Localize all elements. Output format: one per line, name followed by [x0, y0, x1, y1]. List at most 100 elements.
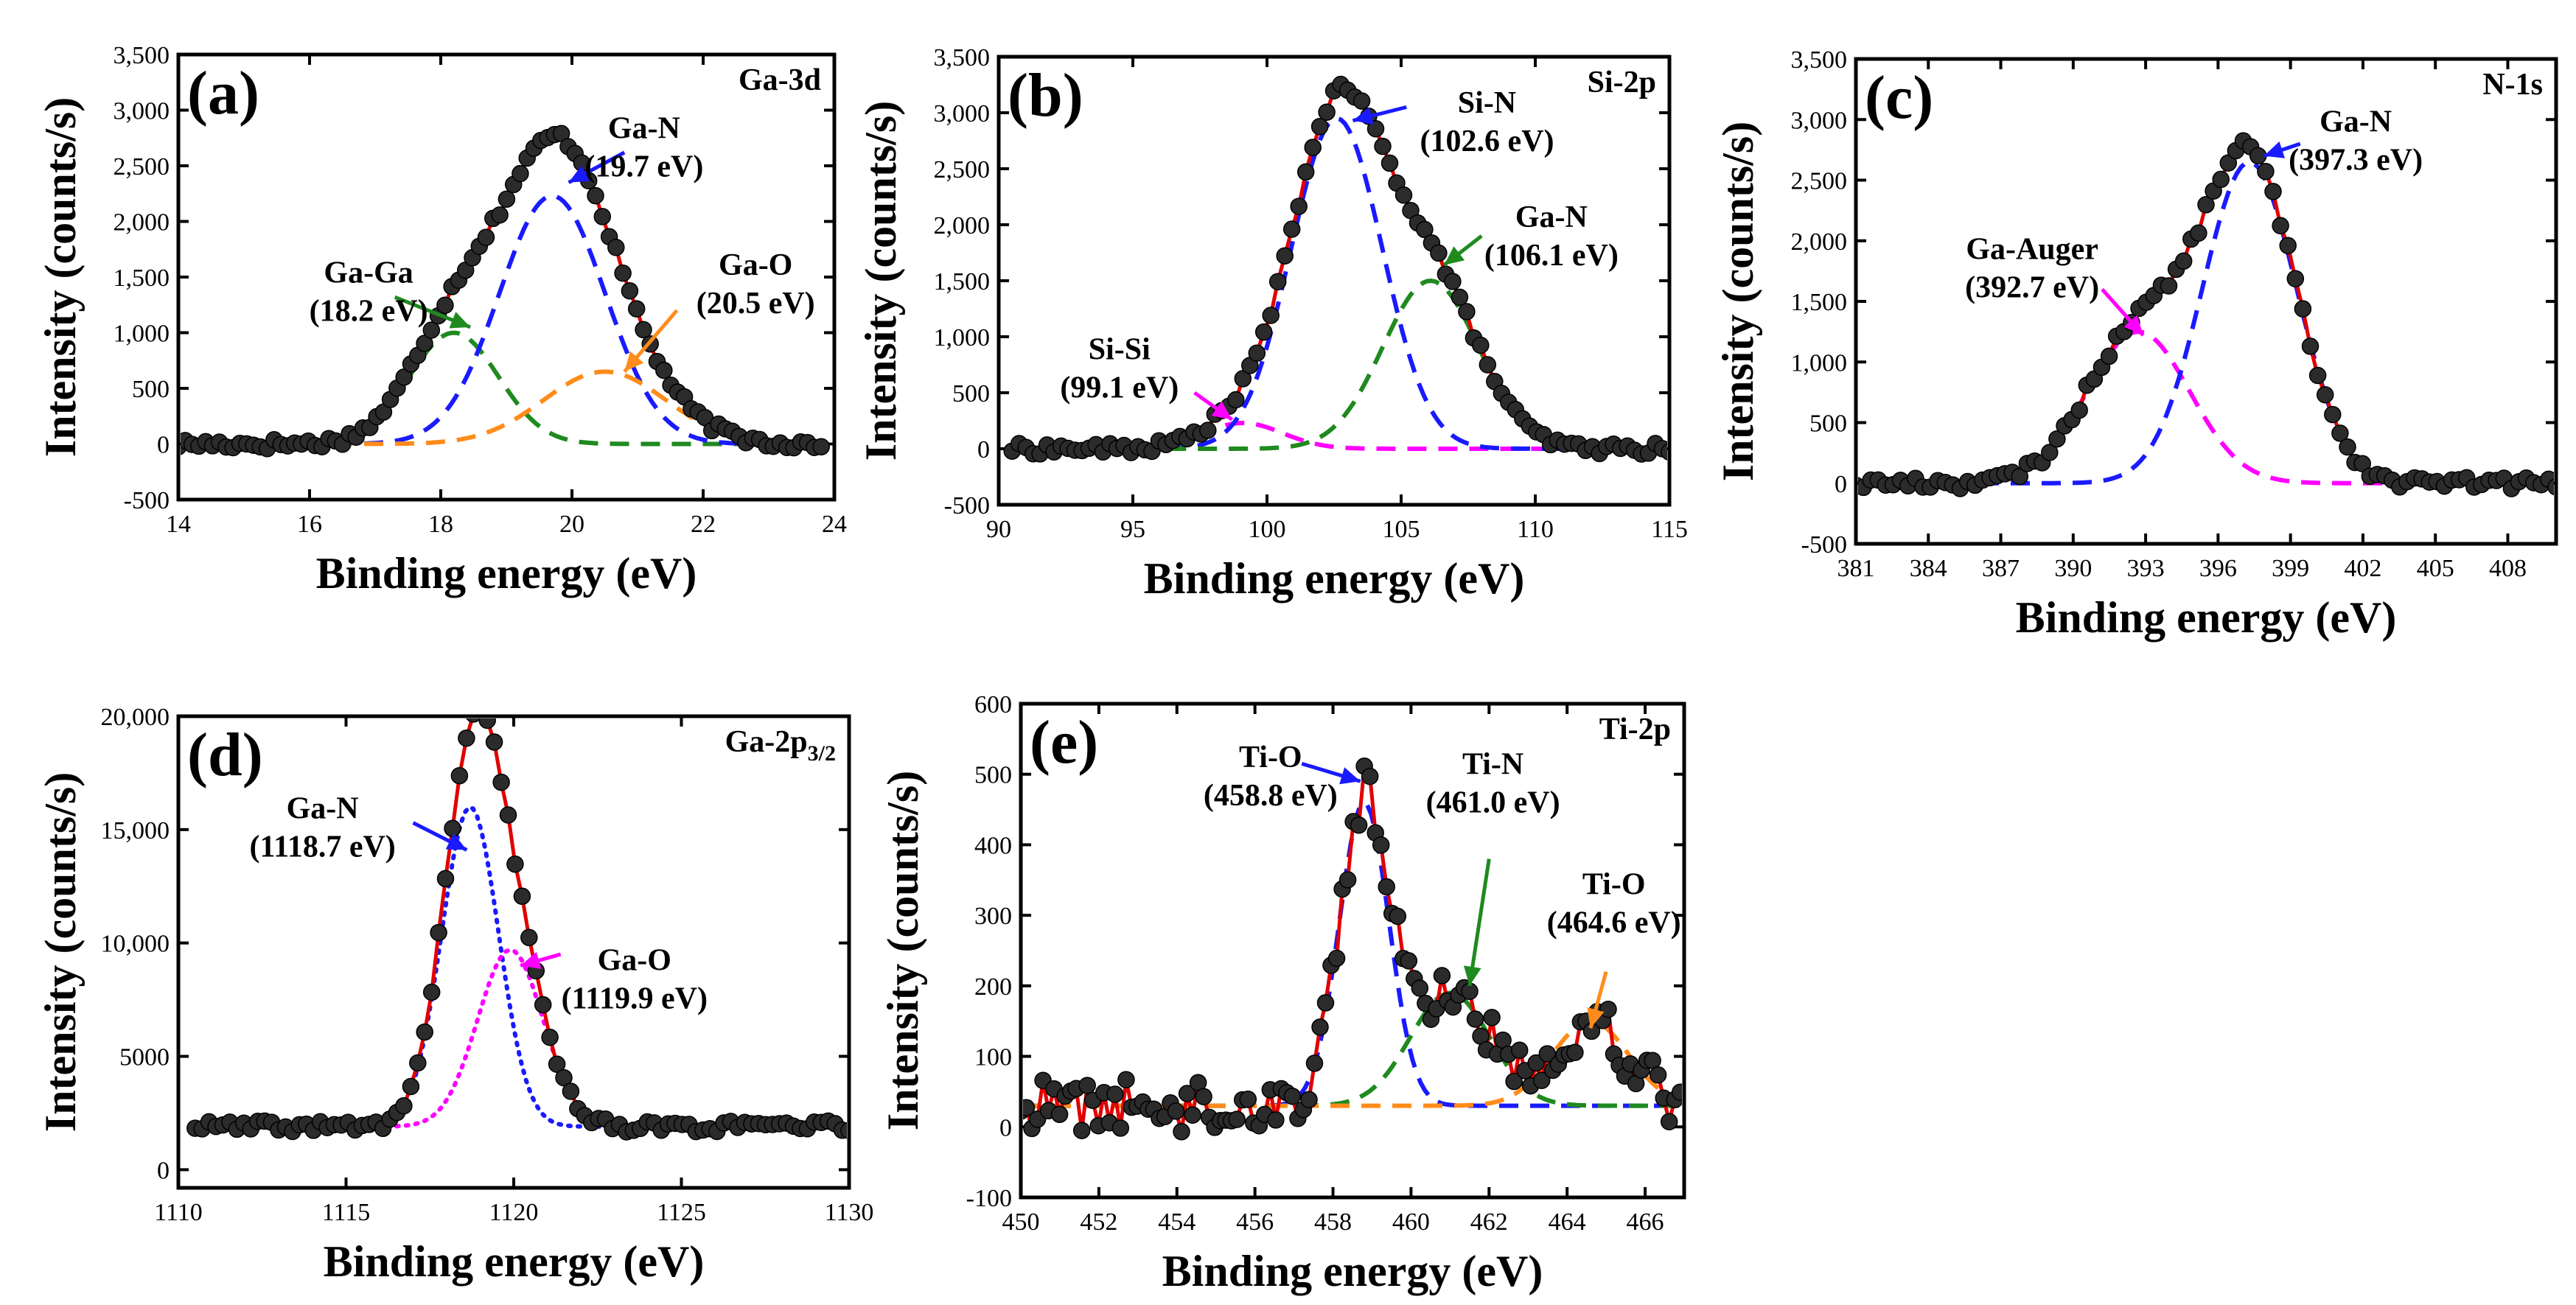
data-point [513, 887, 531, 906]
y-tick-label: 0 [157, 432, 170, 459]
y-tick-label: 300 [974, 903, 1012, 930]
data-point [1248, 344, 1266, 362]
panels: 14 16 18 20 22 24 -500 0 500 1,000 1,500 2,000 2,500… [36, 42, 2558, 1295]
annotation-arrowhead [568, 165, 590, 183]
y-axis-label: Intensity (counts/s) [879, 771, 927, 1130]
x-axis-label: Binding energy (eV) [2016, 593, 2397, 642]
data-point [477, 228, 495, 246]
y-axis-label: Intensity (counts/s) [1714, 122, 1762, 481]
data-point [812, 438, 830, 456]
data-point [1599, 1000, 1617, 1018]
annotation-label: (20.5 eV) [697, 287, 815, 321]
data-point [1050, 1105, 1069, 1124]
y-tick-label: 15,000 [101, 817, 170, 844]
y-tick-label: 2,500 [934, 156, 991, 183]
y-tick-label: 2,000 [934, 212, 991, 239]
y-tick-label: 1,500 [114, 265, 170, 292]
data-point [2041, 444, 2059, 461]
data-point [512, 164, 529, 183]
y-tick-label: 500 [952, 380, 990, 407]
annotation-label: Ga-N [2320, 105, 2392, 139]
x-tick-label: 466 [1627, 1208, 1664, 1236]
y-tick-label: 20,000 [101, 704, 170, 731]
data-point [2197, 196, 2215, 214]
data-point [1433, 967, 1451, 984]
data-point [635, 321, 652, 339]
data-point [1505, 1072, 1523, 1091]
panel-core-level-name: Ga-3d [739, 63, 821, 97]
y-tick-label: 3,000 [114, 98, 170, 125]
data-point [840, 1122, 847, 1139]
x-tick-label: 22 [691, 511, 716, 538]
panel-core-level-name: N-1s [2482, 68, 2543, 102]
y-tick-label: -500 [124, 487, 170, 514]
x-tick-label: 16 [297, 511, 322, 538]
x-tick-label: 110 [1517, 516, 1554, 543]
annotation-label: Ga-N [1515, 200, 1588, 234]
data-point [2308, 366, 2327, 385]
data-point [2070, 401, 2088, 419]
data-point [436, 870, 455, 888]
annotation-label: Si-Si [1089, 332, 1151, 366]
annotation-label: (397.3 eV) [2289, 144, 2423, 178]
y-tick-label: 2,000 [1791, 228, 1848, 256]
data-point [485, 733, 503, 751]
panel-label: (d) [187, 721, 263, 789]
panel-e: 450 452 454 456 458 460 462 464 466 -100 0 100 200 30… [879, 691, 1686, 1295]
y-tick-label: 100 [974, 1044, 1012, 1071]
data-point [436, 296, 454, 314]
data-point [1117, 1071, 1135, 1088]
data-point [2316, 385, 2334, 404]
panel-core-level: Ga-3d [739, 63, 821, 97]
x-tick-label: 90 [986, 516, 1011, 543]
x-tick-label: 100 [1249, 516, 1286, 543]
annotation-arrowhead [2123, 315, 2143, 336]
annotation-label: Ga-Ga [324, 256, 413, 290]
x-axis-label: Binding energy (eV) [1144, 554, 1525, 603]
annotation-arrowhead [1352, 107, 1374, 125]
panel-core-level-name: Ti-2p [1599, 713, 1671, 746]
data-point [492, 773, 510, 791]
data-point [1267, 1111, 1285, 1129]
data-point [1304, 139, 1322, 156]
data-point [2174, 252, 2193, 270]
y-tick-label: 3,500 [934, 44, 991, 71]
x-tick-label: 1120 [489, 1199, 539, 1226]
data-point [1327, 949, 1346, 968]
data-point [2331, 424, 2349, 442]
data-point [1532, 1071, 1551, 1089]
data-point [1316, 994, 1335, 1012]
x-tick-label: 95 [1120, 516, 1145, 543]
x-tick-label: 115 [1651, 516, 1688, 543]
x-tick-label: 460 [1392, 1208, 1430, 1236]
data-point [409, 1054, 427, 1072]
data-point [1644, 1052, 1661, 1069]
annotation-label: Ga-Auger [1966, 232, 2098, 266]
x-tick-label: 464 [1549, 1208, 1586, 1236]
annotation-arrowhead [1339, 767, 1361, 785]
panel-b: 90 95 100 105 110 115 -500 0 500 1,000 1,500 2,000 2… [856, 44, 1688, 603]
data-point [1378, 878, 1395, 896]
plot-frame [1019, 702, 1686, 1200]
data-point [2160, 277, 2178, 295]
y-tick-label: 3,000 [934, 100, 991, 127]
x-tick-label: 399 [2272, 555, 2309, 582]
annotation-arrowhead [1587, 1007, 1605, 1029]
annotation-label: Ga-O [719, 248, 792, 282]
panel-label: (e) [1030, 708, 1098, 777]
data-point [1479, 356, 1497, 374]
x-tick-label: 452 [1080, 1208, 1117, 1236]
panel-core-level: Ti-2p [1599, 713, 1671, 746]
y-axis-label: Intensity (counts/s) [36, 97, 85, 457]
data-point [548, 1055, 566, 1073]
annotation-label: (1119.9 eV) [562, 982, 708, 1016]
y-tick-label: 1,000 [934, 324, 991, 351]
y-axis-label: Intensity (counts/s) [856, 101, 905, 461]
y-tick-label: 200 [974, 973, 1012, 1001]
data-point [520, 928, 538, 947]
x-tick-label: 105 [1383, 516, 1420, 543]
data-point [2324, 405, 2342, 424]
y-tick-label: -100 [966, 1185, 1012, 1212]
data-point [1290, 197, 1308, 215]
